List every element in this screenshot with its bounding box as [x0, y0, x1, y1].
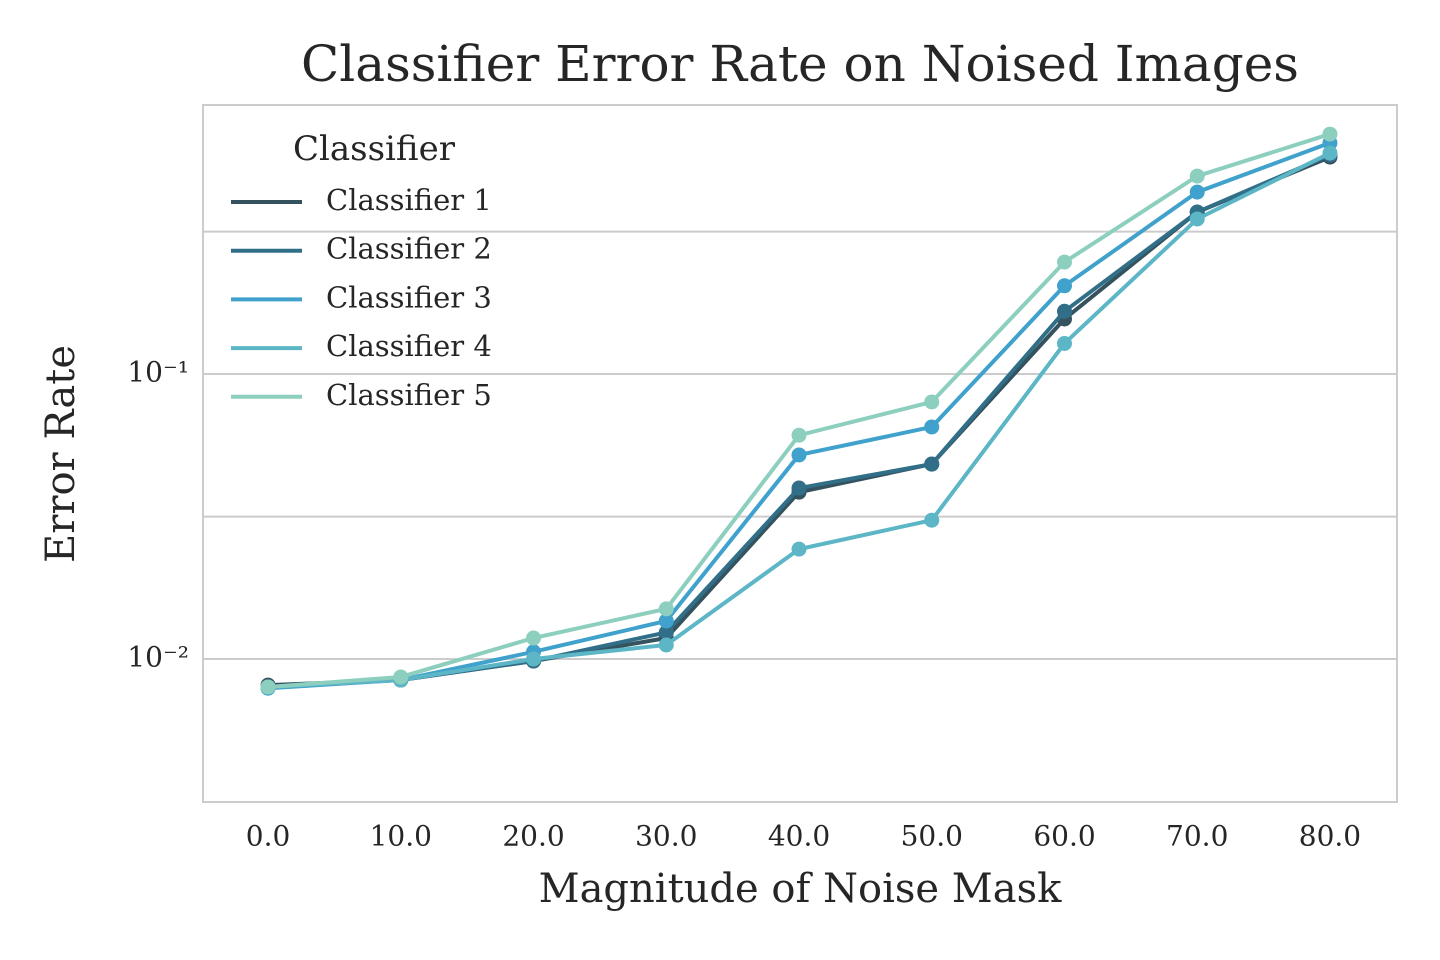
data-point [658, 613, 674, 629]
data-point [1189, 211, 1205, 227]
data-point [924, 512, 940, 528]
series-line [267, 141, 1331, 691]
data-point [1056, 254, 1072, 270]
data-point [658, 601, 674, 617]
data-point [526, 630, 542, 646]
legend-label: Classifier 5 [326, 378, 492, 412]
x-tick-label: 0.0 [246, 820, 291, 853]
x-axis-label: Magnitude of Noise Mask [539, 866, 1063, 912]
data-point [1189, 168, 1205, 184]
data-point [791, 541, 807, 557]
data-point [1322, 126, 1338, 142]
y-tick-label: 10⁻² [127, 641, 189, 674]
data-point [526, 651, 542, 667]
x-tick-label: 80.0 [1299, 820, 1361, 853]
data-point [1056, 278, 1072, 294]
legend-title: Classifier [293, 129, 456, 169]
data-point [1322, 145, 1338, 161]
data-point [924, 419, 940, 435]
plot-frame [202, 104, 1398, 803]
x-tick-label: 10.0 [370, 820, 432, 853]
data-point [791, 480, 807, 496]
x-tick-label: 50.0 [901, 820, 963, 853]
legend-label: Classifier 3 [326, 280, 492, 314]
x-tick-label: 30.0 [635, 820, 697, 853]
data-point [393, 669, 409, 685]
legend-label: Classifier 2 [326, 232, 492, 266]
data-point [791, 427, 807, 443]
data-point [1056, 303, 1072, 319]
chart-title: Classifier Error Rate on Noised Images [301, 35, 1299, 93]
legend-label: Classifier 4 [326, 329, 492, 363]
y-tick-label: 10⁻¹ [127, 356, 189, 389]
legend-label: Classifier 1 [326, 183, 492, 217]
data-point [791, 447, 807, 463]
x-tick-label: 70.0 [1166, 820, 1228, 853]
y-axis-label: Error Rate [38, 345, 84, 563]
data-point [1056, 335, 1072, 351]
x-tick-label: 20.0 [502, 820, 564, 853]
data-point [658, 637, 674, 653]
data-point [658, 624, 674, 640]
data-point [260, 679, 276, 695]
x-tick-label: 40.0 [768, 820, 830, 853]
x-tick-label: 60.0 [1033, 820, 1095, 853]
data-point [924, 394, 940, 410]
data-point [1189, 184, 1205, 200]
data-point [924, 456, 940, 472]
